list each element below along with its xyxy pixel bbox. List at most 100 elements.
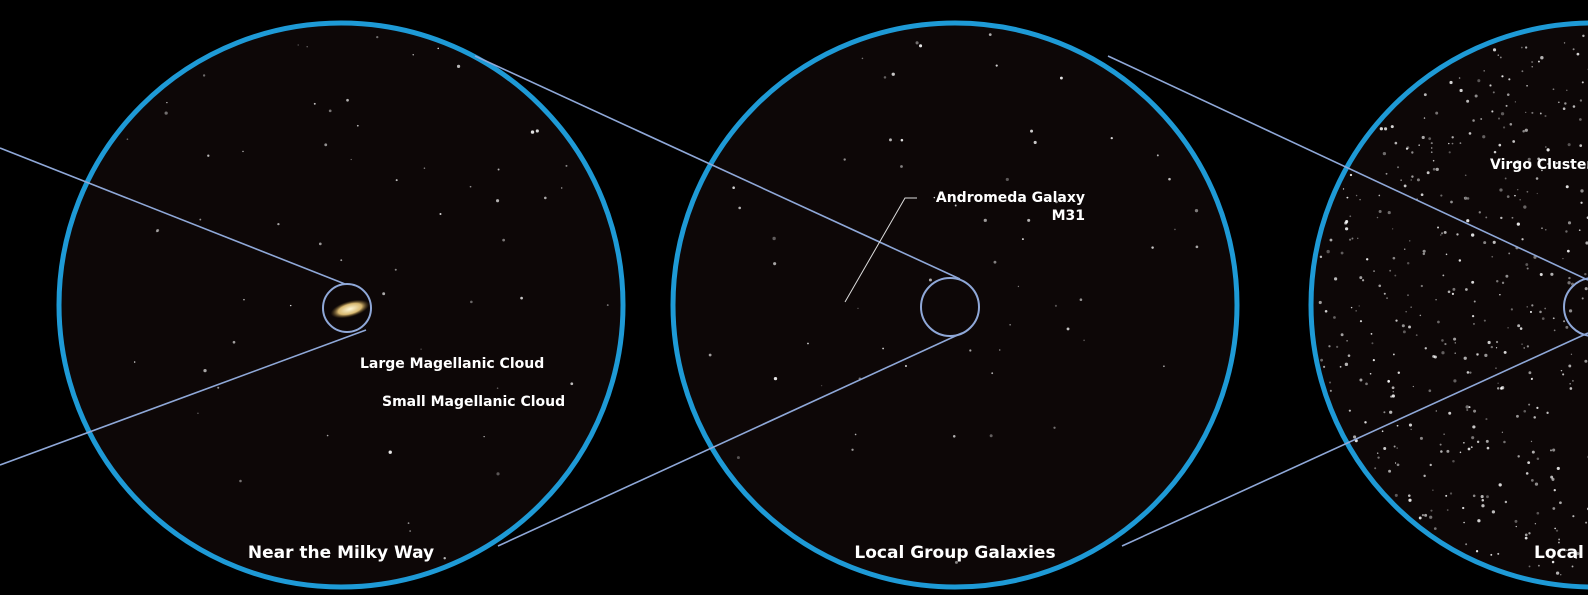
star bbox=[1477, 519, 1481, 523]
star bbox=[197, 412, 199, 414]
star bbox=[1407, 294, 1409, 297]
star bbox=[1443, 433, 1445, 435]
star bbox=[1163, 365, 1165, 368]
panel-title: Local Group Galaxies bbox=[854, 543, 1055, 563]
star bbox=[1550, 272, 1554, 276]
star bbox=[1340, 251, 1344, 255]
star bbox=[1535, 177, 1539, 180]
star bbox=[1508, 252, 1511, 255]
star bbox=[1514, 101, 1516, 103]
label: Large Magellanic Cloud bbox=[360, 356, 544, 372]
star bbox=[807, 342, 809, 345]
star bbox=[502, 238, 506, 242]
star bbox=[900, 165, 903, 168]
star bbox=[1514, 194, 1516, 197]
star bbox=[306, 46, 308, 48]
star bbox=[1496, 279, 1499, 283]
star bbox=[133, 361, 136, 363]
star bbox=[1471, 315, 1475, 318]
star bbox=[1500, 112, 1505, 116]
pointer bbox=[844, 197, 917, 303]
star bbox=[1471, 436, 1475, 440]
star bbox=[1529, 311, 1532, 314]
star bbox=[1055, 200, 1058, 204]
star bbox=[1526, 306, 1528, 308]
star bbox=[1448, 411, 1452, 415]
star bbox=[1403, 184, 1407, 188]
star bbox=[1579, 99, 1583, 102]
star bbox=[1402, 330, 1406, 334]
star bbox=[1567, 281, 1571, 285]
star bbox=[1558, 538, 1561, 541]
star bbox=[1498, 143, 1502, 147]
star bbox=[376, 35, 379, 39]
star bbox=[1445, 253, 1448, 256]
star bbox=[1553, 329, 1556, 332]
star bbox=[1386, 297, 1388, 300]
star bbox=[217, 386, 220, 389]
star bbox=[1412, 385, 1414, 388]
star bbox=[1482, 135, 1486, 139]
star bbox=[1462, 506, 1465, 510]
star bbox=[1441, 351, 1445, 355]
star bbox=[1344, 362, 1349, 367]
star bbox=[1552, 317, 1555, 320]
star bbox=[1446, 449, 1450, 453]
star bbox=[1416, 178, 1420, 182]
star bbox=[1459, 142, 1462, 145]
star bbox=[1483, 70, 1485, 72]
star bbox=[1563, 320, 1566, 323]
star bbox=[1546, 148, 1550, 152]
star bbox=[1426, 171, 1430, 175]
star bbox=[1481, 498, 1485, 502]
star bbox=[1552, 507, 1556, 510]
star bbox=[1372, 358, 1375, 362]
zoom-ray bbox=[1107, 55, 1588, 281]
star bbox=[1566, 249, 1570, 253]
star bbox=[420, 348, 422, 350]
star bbox=[1545, 146, 1547, 148]
star bbox=[1378, 194, 1381, 197]
star bbox=[232, 340, 236, 344]
star bbox=[954, 560, 958, 564]
star bbox=[1540, 56, 1544, 60]
star bbox=[1539, 273, 1543, 277]
star bbox=[1505, 104, 1508, 107]
star bbox=[1441, 339, 1444, 342]
star bbox=[1345, 220, 1349, 224]
star bbox=[1515, 525, 1517, 528]
star bbox=[851, 448, 854, 451]
star bbox=[1340, 333, 1344, 337]
star bbox=[1522, 130, 1525, 133]
star bbox=[1392, 256, 1396, 260]
star bbox=[1411, 175, 1414, 178]
star bbox=[991, 372, 994, 375]
star bbox=[1365, 258, 1369, 261]
star bbox=[1389, 410, 1393, 414]
star bbox=[983, 218, 987, 222]
star bbox=[1491, 110, 1494, 113]
star bbox=[1392, 228, 1394, 230]
star bbox=[1394, 493, 1398, 497]
star bbox=[439, 212, 442, 216]
star bbox=[891, 72, 895, 76]
star bbox=[1441, 232, 1444, 235]
star bbox=[1497, 382, 1499, 384]
star bbox=[1562, 373, 1565, 376]
star bbox=[1523, 205, 1527, 209]
star bbox=[470, 300, 473, 304]
star bbox=[1504, 500, 1508, 504]
star bbox=[1329, 381, 1332, 384]
star bbox=[1394, 141, 1398, 145]
star bbox=[1466, 197, 1470, 200]
panel-title: Near the Milky Way bbox=[248, 543, 434, 563]
star bbox=[1437, 320, 1440, 324]
star bbox=[1508, 78, 1511, 81]
star bbox=[1511, 216, 1514, 219]
star bbox=[1444, 342, 1447, 346]
star bbox=[1465, 543, 1468, 546]
star bbox=[1541, 317, 1545, 320]
star bbox=[1551, 477, 1555, 481]
star bbox=[1498, 483, 1502, 487]
